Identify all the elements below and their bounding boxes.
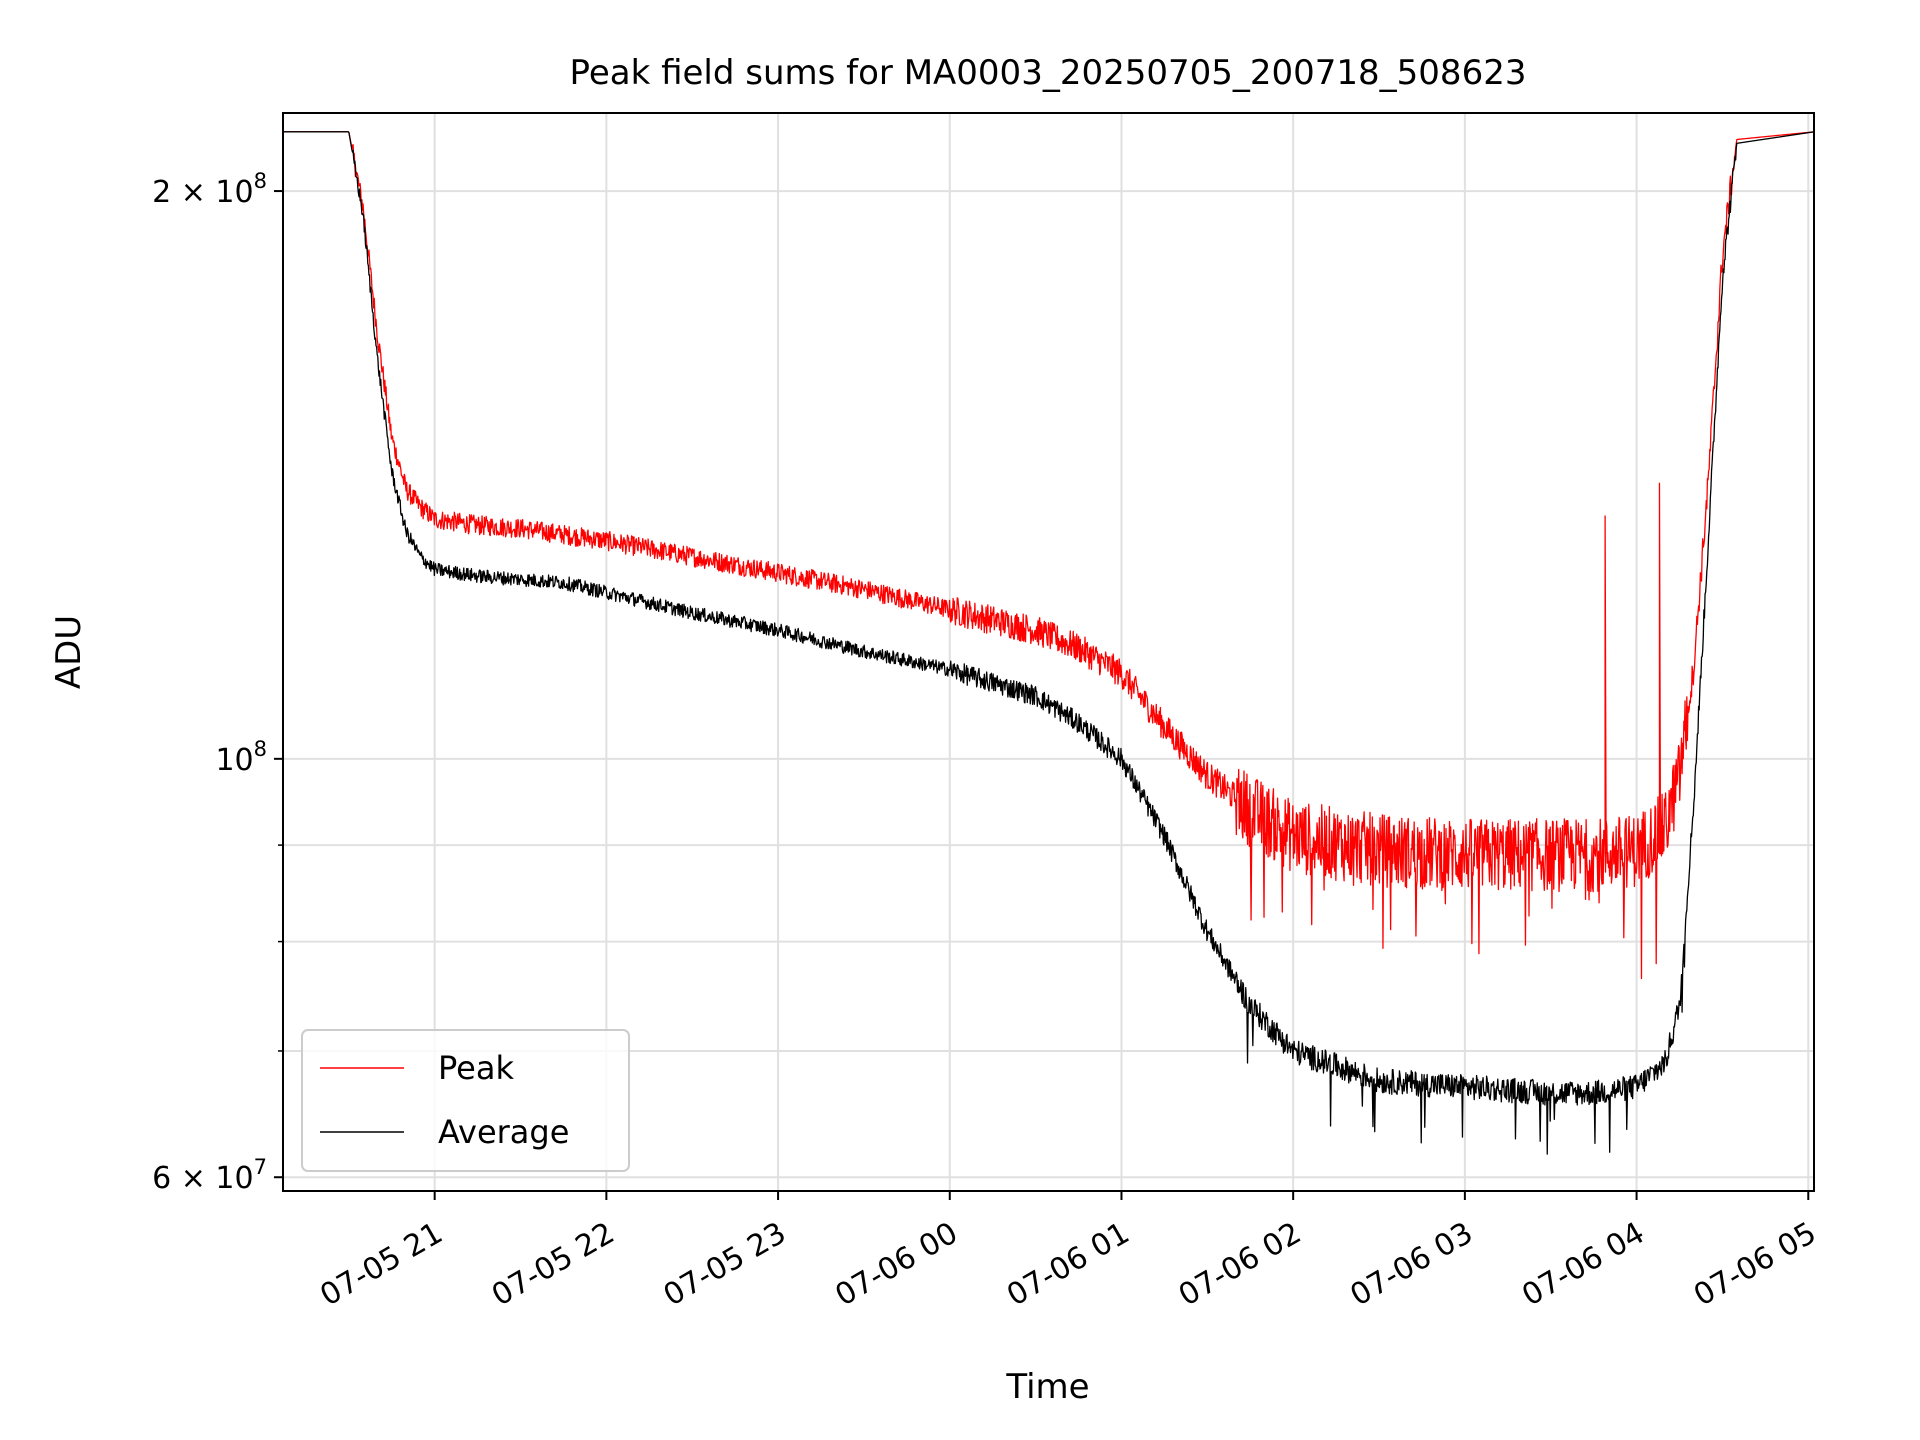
y-axis-label: ADU [49,615,89,689]
plot-frame [282,112,1815,1192]
series-line-average [283,131,1814,1155]
grid [283,113,1814,1191]
chart-title: Peak field sums for MA0003_20250705_2007… [570,53,1527,93]
legend-label-peak: Peak [438,1049,514,1087]
legend-box [301,1029,630,1172]
y-tick-label: 108 [215,737,267,778]
legend: Peak Average [301,1029,630,1172]
x-axis-label: Time [1005,1367,1089,1407]
y-tick-label: 2 × 108 [152,169,267,210]
y-axis: 6 × 107 108 2 × 108 [152,169,283,1196]
series-layer [283,131,1814,1155]
legend-label-average: Average [438,1113,569,1151]
y-tick-label: 6 × 107 [152,1155,267,1196]
series-line-peak [283,131,1814,980]
